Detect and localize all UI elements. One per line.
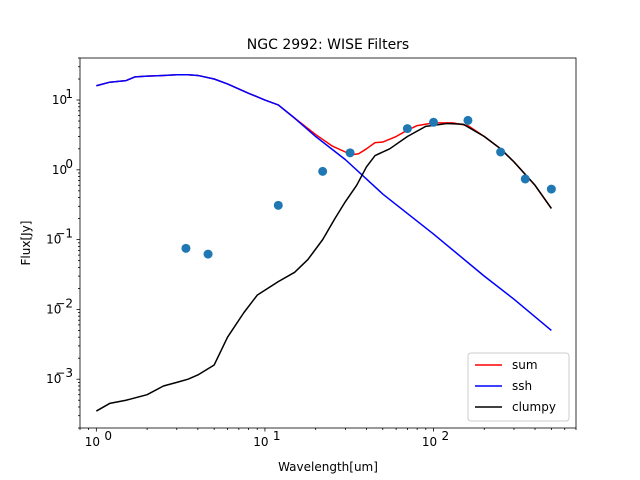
x-tick-exponent: 0	[104, 429, 112, 443]
legend-box	[467, 352, 570, 422]
legend-label-ssh: ssh	[512, 379, 532, 393]
y-tick-label: 10	[52, 93, 67, 107]
data-point	[546, 184, 556, 194]
y-tick-label: 10	[46, 302, 61, 316]
axes-frame	[79, 57, 577, 429]
data-point	[520, 174, 530, 184]
chart-title: NGC 2992: WISE Filters	[247, 37, 409, 53]
data-point	[181, 243, 191, 253]
data-point	[318, 166, 328, 176]
data-point	[463, 115, 473, 125]
data-point	[203, 249, 213, 259]
x-tick-label: 10	[85, 435, 100, 449]
x-tick-exponent: 2	[442, 429, 450, 443]
series-line-clumpy	[95, 122, 552, 412]
legend-label-sum: sum	[512, 358, 538, 372]
y-tick-exponent: −3	[55, 366, 73, 380]
x-tick-label: 10	[253, 435, 268, 449]
data-point	[345, 148, 355, 158]
data-point	[402, 124, 412, 134]
y-axis-label: Flux[Jy]	[19, 221, 33, 266]
data-point	[273, 200, 283, 210]
data-point	[496, 147, 506, 157]
y-tick-label: 10	[46, 233, 61, 247]
y-tick-exponent: −2	[55, 296, 73, 310]
data-point	[429, 117, 439, 127]
x-axis-label: Wavelength[um]	[278, 460, 378, 474]
y-tick-exponent: 1	[65, 87, 73, 101]
y-tick-exponent: −1	[55, 227, 73, 241]
series-group	[95, 74, 556, 412]
legend-label-clumpy: clumpy	[512, 400, 556, 414]
legend: sum ssh clumpy	[467, 352, 570, 422]
x-tick-exponent: 1	[273, 429, 281, 443]
x-tick-label: 10	[422, 435, 437, 449]
y-tick-label: 10	[52, 163, 67, 177]
y-tick-exponent: 0	[65, 157, 73, 171]
y-tick-label: 10	[46, 372, 61, 386]
plot-area	[95, 74, 556, 412]
series-line-ssh	[96, 74, 552, 332]
